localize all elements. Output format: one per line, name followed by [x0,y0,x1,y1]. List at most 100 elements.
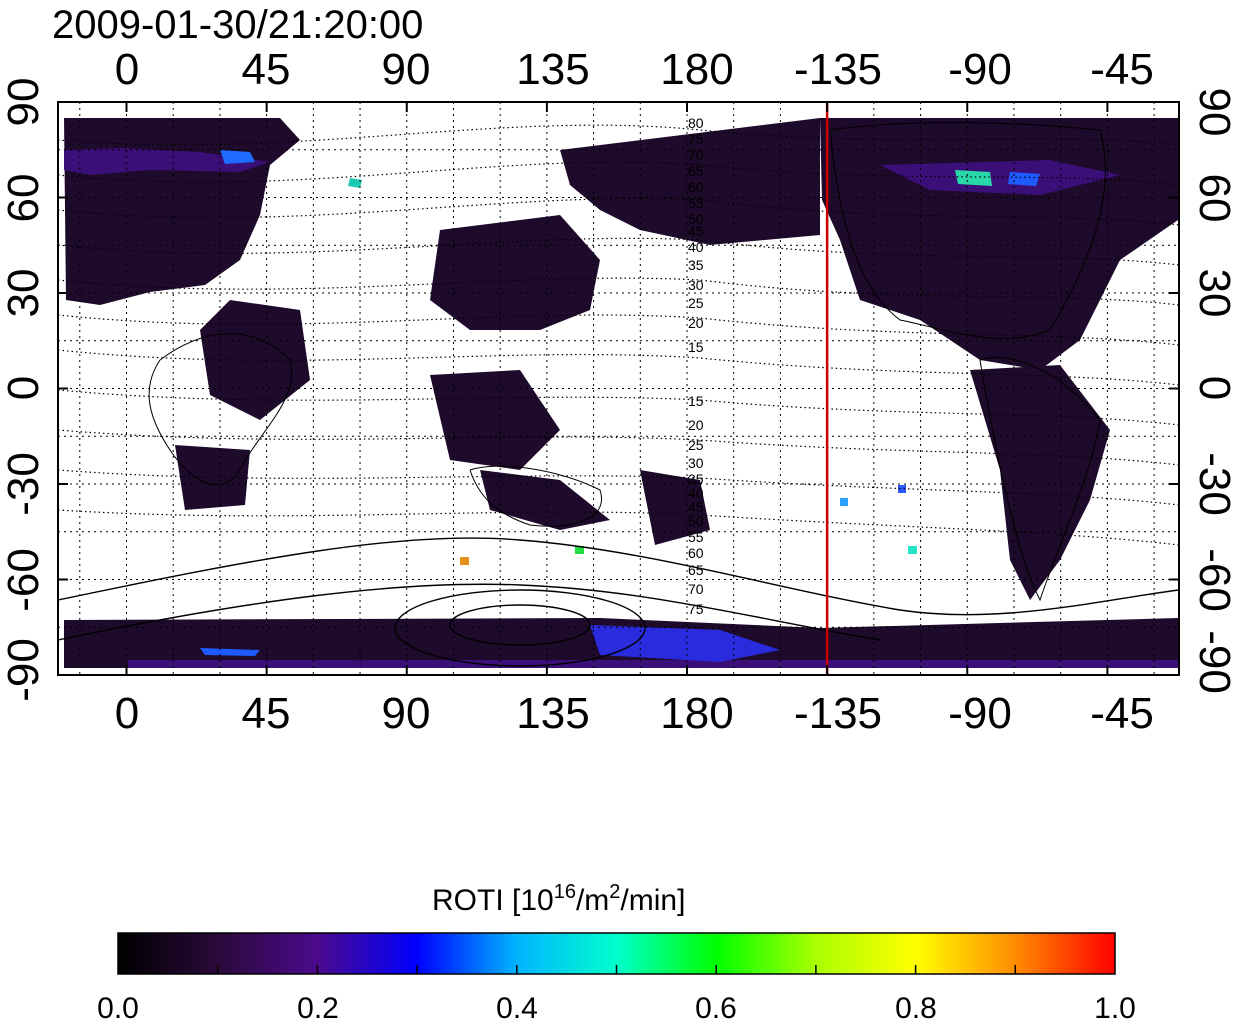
mlat-label: 30 [688,277,704,293]
mlat-label: 15 [688,339,704,355]
mlat-label: 50 [688,513,704,529]
mlat-label: 25 [688,437,704,453]
roti-pixel-green [575,546,584,554]
colorbar-tick-label: 0.6 [695,992,737,1024]
lon-top-label: 180 [660,45,733,94]
roti-patch-canada-blue [1008,172,1040,186]
colorbar-label: ROTI [1016/m2/min] [432,881,685,917]
mlat-label: 20 [688,417,704,433]
lon-bottom-label: 45 [242,689,291,738]
roti-patch-south-america [970,365,1110,600]
colorbar-tick-labels: 0.0 0.2 0.4 0.6 0.8 1.0 [97,992,1136,1024]
lon-bottom-label: -90 [948,689,1012,738]
lat-right-label: -90 [1190,630,1239,694]
roti-patch-canada-green [955,170,992,186]
lat-left-label: -90 [0,638,48,702]
mlat-label: 70 [688,581,704,597]
lon-top-label: -135 [794,45,882,94]
colorbar-tick-label: 1.0 [1094,992,1136,1024]
lon-bottom-label: 0 [115,689,139,738]
roti-patch-europe-high [64,148,270,175]
lat-right-label: 30 [1190,269,1239,318]
lon-top-label: -45 [1090,45,1154,94]
roti-patch-antarctic-blue2 [200,648,260,656]
mlat-label: 50 [688,211,704,227]
roti-patch-europe-blue [220,150,255,164]
mlat-label: 45 [688,223,704,239]
colorbar-ticks [216,965,1017,974]
lat-left-label: -60 [0,548,48,612]
magnetic-latitude-contours [58,124,1179,546]
roti-patch-green1 [348,178,362,188]
lat-left-label: 0 [0,376,48,400]
roti-pixel-blue [898,485,906,493]
lon-top-label: 45 [242,45,291,94]
roti-patch-antarctic-blue [590,625,780,662]
roti-pixel-lightblue [840,498,848,506]
mlat-label: 80 [688,115,704,131]
colorbar-tick-label: 0.2 [297,992,339,1024]
lat-labels-right: 90 60 30 0 -30 -60 -90 [1190,88,1239,694]
lat-left-label: 30 [0,269,48,318]
lon-bottom-label: -135 [794,689,882,738]
lat-left-label: -30 [0,452,48,516]
mlat-labels-north: 80 75 70 65 60 55 50 45 40 35 30 25 20 1… [688,115,704,355]
lon-top-label: -90 [948,45,1012,94]
lon-top-label: 0 [115,45,139,94]
mlat-label: 60 [688,545,704,561]
map-grid [58,102,1179,675]
mlat-label: 75 [688,601,704,617]
mlat-label: 45 [688,499,704,515]
roti-patch-africa [200,300,310,420]
mlat-label: 55 [688,195,704,211]
roti-patch-australia [480,470,610,530]
mlat-label: 65 [688,562,704,578]
lat-right-label: 0 [1190,376,1239,400]
roti-pixel-cyan [908,546,917,554]
lon-top-label: 90 [382,45,431,94]
coastlines [148,122,1106,602]
mlat-label: 40 [688,239,704,255]
colorbar-tick-label: 0.0 [97,992,139,1024]
lon-bottom-label: -45 [1090,689,1154,738]
roti-patch-canada-high [880,160,1120,195]
lon-bottom-label: 90 [382,689,431,738]
roti-patch-south-africa [175,445,250,510]
lat-right-label: 60 [1190,174,1239,223]
mlat-label: 70 [688,147,704,163]
roti-patch-antarctic-edge [128,660,1178,668]
colorbar-tick-label: 0.8 [895,992,937,1024]
mlat-labels-south: 15 20 25 30 35 40 45 50 55 60 65 70 75 [688,393,704,617]
mlat-label: 30 [688,455,704,471]
lat-right-label: 90 [1190,88,1239,137]
lat-right-label: -30 [1190,452,1239,516]
lon-labels-top: 0 45 90 135 180 -135 -90 -45 [115,45,1154,94]
roti-patch-indonesia [430,370,560,470]
lat-right-label: -60 [1190,548,1239,612]
map-title: 2009-01-30/21:20:00 [52,3,423,47]
lon-top-label: 135 [516,45,589,94]
colorbar-tick-label: 0.4 [496,992,538,1024]
mlat-label: 55 [688,529,704,545]
mlat-label: 15 [688,393,704,409]
mlat-label: 35 [688,471,704,487]
lon-bottom-label: 180 [660,689,733,738]
mlat-label: 25 [688,295,704,311]
lat-labels-left: 90 60 30 0 -30 -60 -90 [0,78,48,702]
map-ticks [58,101,1179,676]
mlat-label: 60 [688,179,704,195]
lon-labels-bottom: 0 45 90 135 180 -135 -90 -45 [115,689,1154,738]
lat-left-label: 90 [0,78,48,127]
roti-patch-nz [640,470,710,545]
mlat-label: 20 [688,315,704,331]
lon-bottom-label: 135 [516,689,589,738]
mlat-label: 65 [688,163,704,179]
lat-left-label: 60 [0,174,48,223]
roti-patch-china [430,215,600,330]
roti-pixel-orange [460,557,469,565]
mlat-label: 35 [688,257,704,273]
mlat-label: 40 [688,485,704,501]
southern-auroral-contours [58,537,1179,667]
mlat-label: 75 [688,131,704,147]
